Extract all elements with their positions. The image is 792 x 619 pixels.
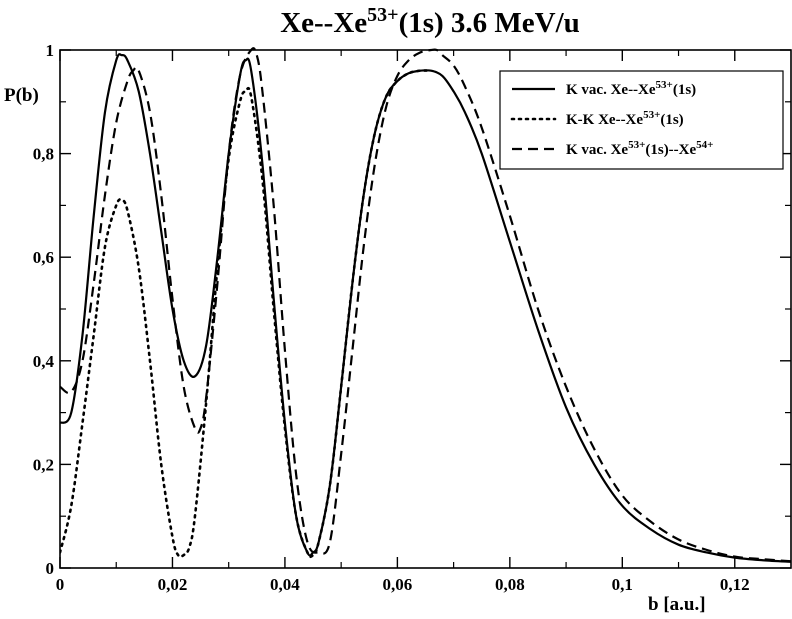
legend-text: K vac. Xe--Xe — [566, 82, 656, 98]
axis-tick-labels: 0 0,02 0,04 0,06 0,08 0,1 0,12 0 0,2 0,4 0,6 0,8 1 — [33, 41, 750, 594]
series-lines — [60, 47, 791, 563]
chart-title: Xe--Xe53+(1s) 3.6 MeV/u — [280, 4, 580, 39]
x-tick-label: 0,02 — [158, 575, 188, 594]
legend-text: (1s) — [673, 82, 696, 98]
title-text: Xe--Xe — [280, 7, 367, 39]
title-superscript: 53+ — [367, 4, 398, 26]
legend-superscript: 53+ — [643, 109, 660, 121]
y-axis-label: P(b) — [4, 85, 39, 106]
x-tick-label: 0,06 — [383, 575, 413, 594]
legend-text: K-K Xe--Xe — [566, 112, 643, 128]
series-line-solid — [60, 53, 791, 563]
legend-superscript: 53+ — [628, 139, 645, 151]
y-tick-label: 0,4 — [33, 352, 55, 371]
series-line-dotted — [60, 69, 433, 559]
legend-text: (1s) — [660, 112, 683, 128]
y-tick-label: 0,2 — [33, 455, 54, 474]
x-tick-label: 0 — [56, 575, 65, 594]
legend-text: K vac. Xe — [566, 142, 628, 158]
y-tick-label: 0,6 — [33, 248, 54, 267]
axis-ticks — [59, 49, 791, 569]
legend-label: K vac. Xe--Xe53+(1s) — [566, 79, 696, 98]
x-tick-label: 0,12 — [720, 575, 750, 594]
x-axis-label: b [a.u.] — [648, 594, 706, 615]
legend-superscript: 53+ — [656, 79, 673, 91]
legend-items: K vac. Xe--Xe53+(1s)K-K Xe--Xe53+(1s)K v… — [510, 79, 713, 158]
legend-label: K vac. Xe53+(1s)--Xe54+ — [566, 139, 713, 158]
y-tick-label: 0 — [46, 559, 55, 578]
legend: K vac. Xe--Xe53+(1s)K-K Xe--Xe53+(1s)K v… — [499, 70, 784, 170]
legend-superscript: 54+ — [696, 139, 713, 151]
legend-text: (1s)--Xe — [645, 142, 696, 158]
x-tick-label: 0,04 — [270, 575, 300, 594]
x-tick-label: 0,1 — [612, 575, 633, 594]
series-line-dashed — [60, 47, 791, 563]
legend-label: K-K Xe--Xe53+(1s) — [566, 109, 684, 128]
y-tick-label: 1 — [46, 41, 55, 60]
y-tick-label: 0,8 — [33, 145, 54, 164]
title-text: (1s) 3.6 MeV/u — [399, 7, 580, 39]
x-tick-label: 0,08 — [495, 575, 525, 594]
